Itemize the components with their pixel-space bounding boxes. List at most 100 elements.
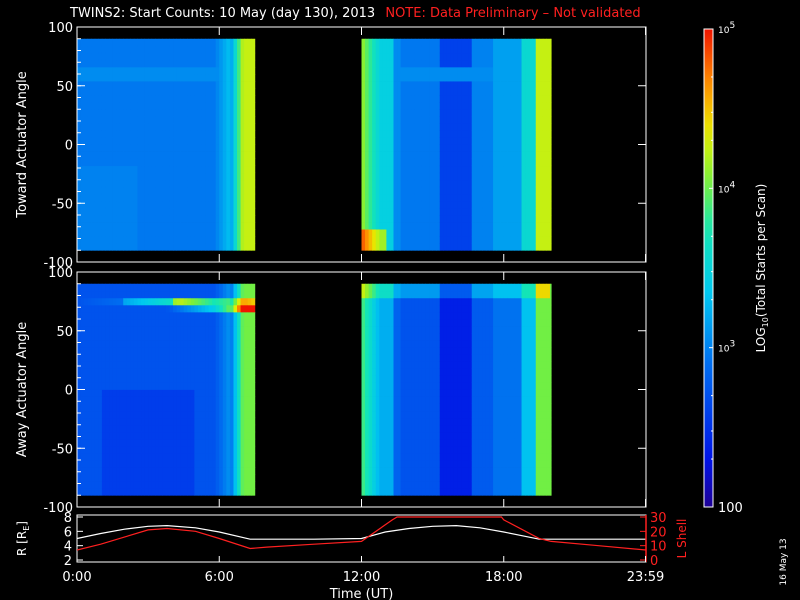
away-cell [208,347,213,355]
toward-cell [187,123,192,131]
toward-cell [379,165,384,174]
toward-cell [155,116,160,124]
away-cell [119,375,124,383]
away-cell [183,417,188,426]
away-cell [393,452,398,461]
away-cell [133,410,138,419]
toward-cell [517,130,522,138]
away-cell [119,396,124,404]
toward-cell [372,109,377,117]
toward-cell [84,123,89,131]
toward-cell [475,144,480,152]
toward-cell [109,81,113,89]
toward-cell [130,95,135,103]
away-cell [219,361,224,369]
toward-cell [471,45,476,54]
away-cell [176,290,181,299]
away-cell [151,389,156,397]
toward-cell [91,165,96,174]
away-cell [148,333,153,341]
toward-cell [251,158,256,167]
toward-cell [176,144,181,152]
toward-cell [457,229,462,237]
toward-cell [187,109,192,117]
toward-cell [414,172,419,181]
toward-cell [112,88,117,96]
toward-cell [517,207,522,216]
toward-cell [400,165,405,174]
away-cell [208,368,213,376]
away-cell [212,311,217,320]
toward-cell [162,88,167,96]
away-cell [229,290,234,299]
away-cell [105,347,110,355]
toward-cell [237,88,241,96]
toward-cell [500,88,505,96]
away-cell [361,460,366,468]
toward-cell [535,229,540,237]
away-cell [379,410,384,419]
toward-cell [503,109,508,117]
toward-cell [404,95,409,103]
away-cell [116,297,121,306]
toward-cell [457,116,462,124]
toward-cell [503,179,508,188]
away-cell [151,396,156,404]
away-cell [116,410,121,419]
toward-cell [475,151,480,159]
toward-cell [91,137,96,145]
away-cell [94,361,99,369]
toward-cell [521,74,526,82]
away-cell [116,311,121,320]
toward-cell [98,59,103,68]
toward-cell [109,158,113,167]
toward-cell [542,207,547,216]
away-cell [119,452,124,461]
away-cell [84,424,89,433]
toward-cell [478,109,483,117]
toward-cell [126,123,131,131]
toward-cell [549,137,552,145]
away-cell [116,396,121,404]
toward-cell [503,151,508,159]
toward-cell [400,130,405,138]
toward-cell [382,144,387,152]
toward-cell [194,66,199,75]
toward-cell [237,109,241,117]
away-cell [141,438,145,447]
toward-cell [496,200,501,209]
toward-cell [148,116,153,124]
away-cell [109,382,113,390]
away-cell [215,283,220,292]
toward-cell [158,88,163,96]
toward-cell [237,215,241,223]
away-cell [169,424,174,433]
away-cell [247,375,252,383]
toward-cell [151,207,156,216]
toward-cell [176,95,181,103]
away-cell [197,340,202,348]
toward-cell [496,66,501,75]
toward-cell [503,116,508,124]
toward-cell [155,38,160,47]
toward-cell [194,137,199,145]
toward-cell [244,74,249,82]
away-cell [137,361,142,369]
toward-cell [176,179,181,188]
toward-cell [404,123,409,131]
toward-cell [429,102,434,110]
toward-cell [400,158,405,167]
toward-cell [468,52,473,61]
toward-cell [386,74,391,82]
toward-cell [176,207,181,216]
toward-cell [429,207,434,216]
toward-cell [173,200,177,209]
toward-cell [418,236,423,244]
away-cell [237,431,241,440]
toward-cell [549,74,552,82]
toward-cell [84,179,89,188]
away-cell [130,304,135,313]
toward-cell [176,109,181,117]
toward-cell [507,116,512,124]
away-cell [148,368,153,376]
